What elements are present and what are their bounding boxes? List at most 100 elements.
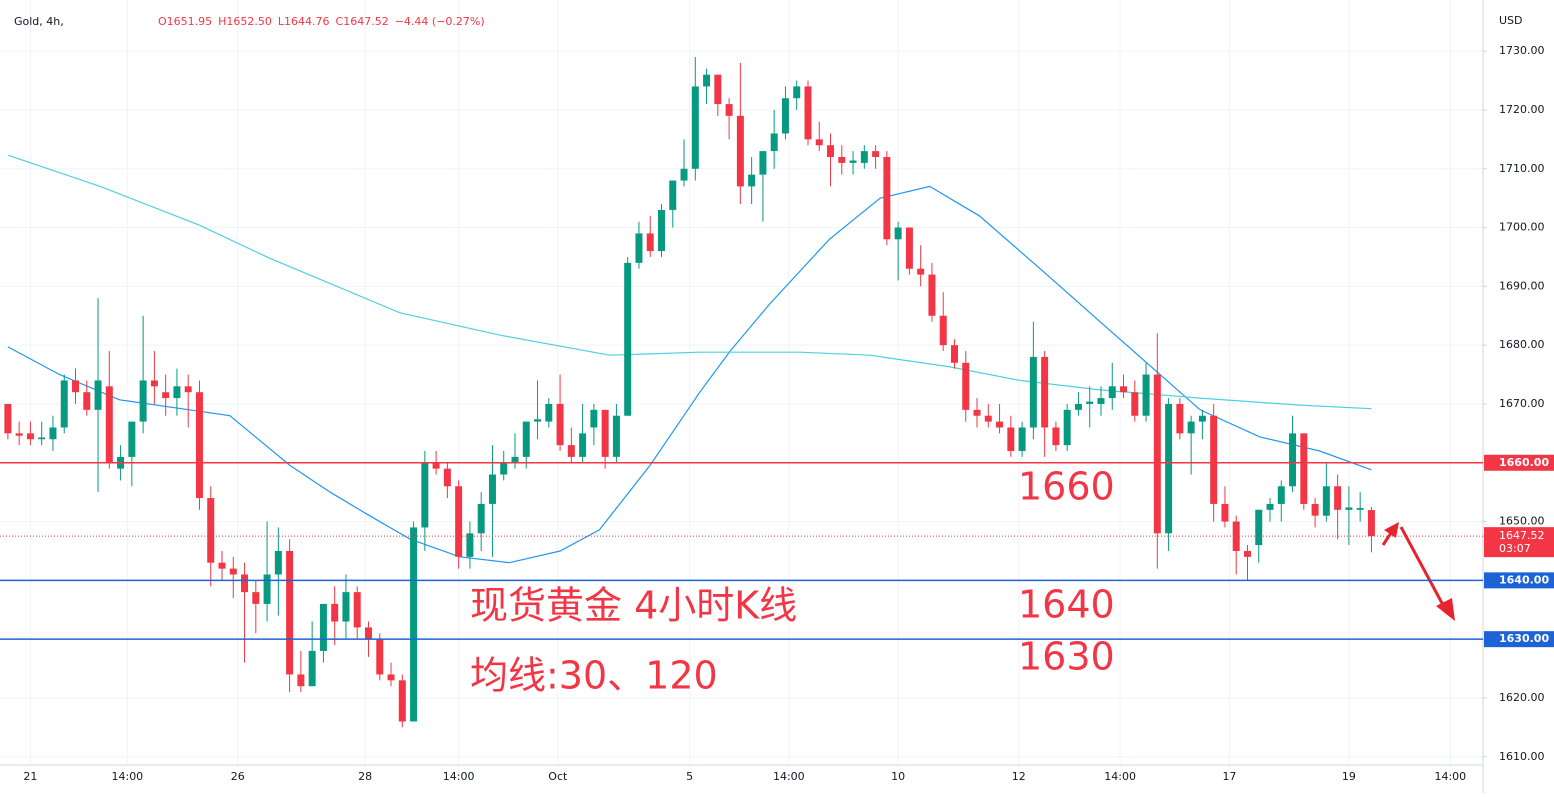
candle-body — [522, 421, 530, 457]
candle-body — [917, 268, 925, 275]
candle-body — [748, 174, 756, 187]
y-tick-label: 1690.00 — [1499, 279, 1545, 292]
candle-body — [1345, 507, 1353, 510]
candle-body — [207, 498, 215, 563]
candle-body — [838, 156, 846, 163]
candle-body — [274, 550, 282, 575]
y-tick-label: 1710.00 — [1499, 162, 1545, 175]
level-label-box — [1484, 454, 1554, 471]
candle-body — [1198, 415, 1206, 422]
candle-body — [815, 139, 823, 146]
x-tick-label: 26 — [231, 770, 245, 783]
candle-body — [950, 345, 958, 363]
ohlc-legend: H1652.50 — [218, 15, 272, 28]
candle-body — [1165, 403, 1173, 534]
candle-body — [1086, 401, 1094, 404]
candle-body — [94, 380, 102, 410]
candle-body — [1187, 421, 1195, 434]
y-tick-label: 1610.00 — [1499, 750, 1545, 763]
x-tick-label: 14:00 — [1434, 770, 1466, 783]
x-tick-label: 10 — [891, 770, 905, 783]
candle-body — [4, 403, 12, 434]
candle-body — [15, 433, 23, 436]
level-label-box — [1484, 572, 1554, 589]
candle-body — [984, 415, 992, 422]
candle-body — [849, 160, 857, 163]
candle-body — [1277, 486, 1285, 504]
candle-body — [556, 403, 564, 446]
candle-body — [691, 86, 699, 169]
candle-body — [939, 315, 947, 346]
candle-body — [962, 362, 970, 410]
x-tick-label: 28 — [358, 770, 372, 783]
candle-body — [1356, 508, 1364, 510]
candle-body — [1221, 503, 1229, 522]
candle-body — [1052, 427, 1060, 446]
y-tick-label: 1650.00 — [1499, 515, 1545, 528]
candle-body — [860, 151, 868, 163]
candle-body — [308, 650, 316, 687]
candle-body — [139, 380, 147, 422]
candle-body — [669, 180, 677, 210]
chart-title: Gold, 4h, — [14, 15, 64, 28]
annotation: 现货黄金 4小时K线 — [470, 584, 797, 628]
candle-body — [184, 386, 192, 393]
y-tick-label: 1670.00 — [1499, 397, 1545, 410]
candle-body — [331, 603, 339, 622]
candle-body — [150, 380, 158, 387]
x-tick-label: 21 — [23, 770, 37, 783]
candle-body — [466, 533, 474, 557]
candle-body — [1289, 433, 1297, 487]
candle-body — [229, 568, 237, 575]
candle-body — [680, 168, 688, 181]
candle-body — [1367, 510, 1375, 537]
y-tick-label: 1730.00 — [1499, 44, 1545, 57]
candle-body — [500, 462, 508, 475]
candle-body — [1018, 427, 1026, 452]
candle-body — [38, 437, 46, 440]
level-label: 1640.00 — [1499, 573, 1549, 586]
x-tick-label: 5 — [686, 770, 693, 783]
candle-body — [1097, 398, 1105, 404]
x-tick-label: 14:00 — [1104, 770, 1136, 783]
candle-body — [883, 156, 891, 240]
y-tick-label: 1620.00 — [1499, 691, 1545, 704]
candle-body — [894, 227, 902, 240]
annotation: 均线:30、120 — [470, 654, 718, 698]
candle-body — [319, 603, 327, 651]
candle-body — [781, 98, 789, 134]
annotation: 1660 — [1018, 465, 1115, 509]
candle-body — [49, 427, 57, 440]
candle-body — [26, 433, 34, 440]
candle-body — [612, 415, 620, 457]
moving-average — [7, 154, 1372, 410]
candle-body — [827, 145, 835, 157]
candle-body — [421, 462, 429, 528]
candle-body — [72, 380, 79, 393]
candle-body — [1153, 374, 1161, 534]
candle-body — [83, 392, 91, 410]
candle-body — [128, 421, 136, 457]
candle-body — [1029, 356, 1037, 428]
candle-body — [376, 639, 384, 675]
annotation: 1640 — [1018, 583, 1115, 627]
candle-body — [545, 403, 553, 422]
y-tick-label: 1700.00 — [1499, 221, 1545, 234]
candle-body — [455, 486, 463, 557]
level-label: 1630.00 — [1499, 632, 1549, 645]
moving-average — [7, 185, 1372, 564]
candle-body — [793, 86, 801, 99]
level-label: 1660.00 — [1499, 456, 1549, 469]
candle-body — [1108, 386, 1116, 399]
candle-body — [928, 274, 936, 316]
candle-body — [342, 592, 350, 622]
candle-body — [1131, 392, 1139, 416]
candle-body — [162, 392, 170, 399]
candle-body — [759, 151, 767, 175]
candle-body — [646, 233, 654, 252]
candle-body — [60, 380, 68, 428]
candle-body — [567, 445, 575, 457]
y-tick-label: 1720.00 — [1499, 103, 1545, 116]
candle-body — [443, 468, 451, 487]
